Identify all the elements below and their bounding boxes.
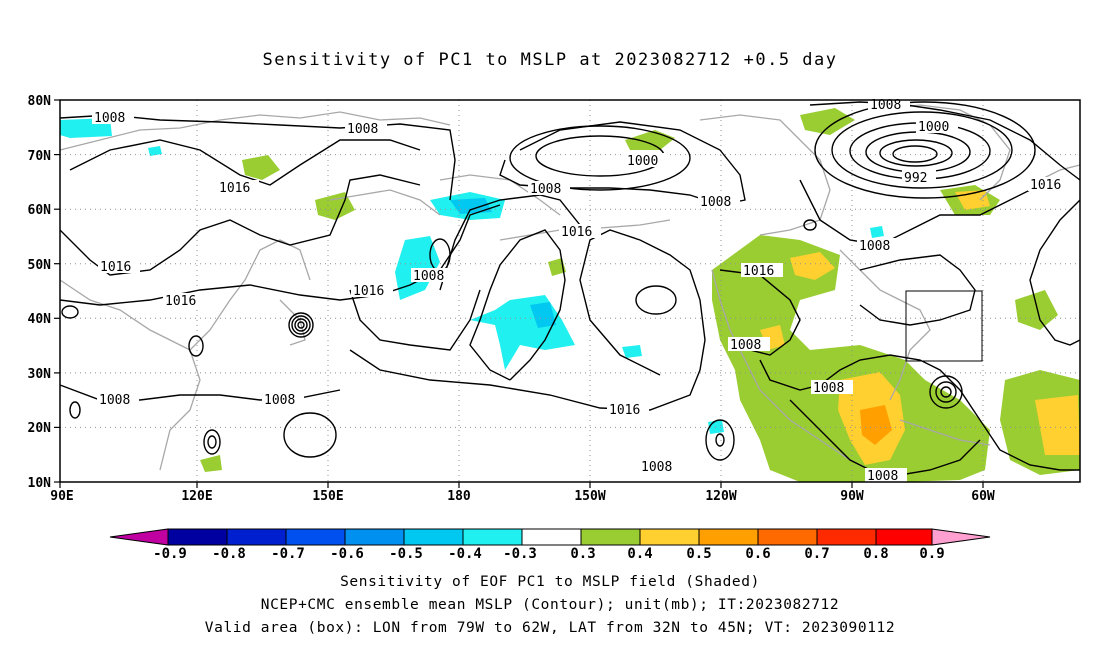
lon-label: 150E xyxy=(312,489,343,504)
lat-label: 50N xyxy=(28,258,52,273)
shade-neg-8 xyxy=(622,345,642,358)
contour-label: 1008 xyxy=(870,98,901,113)
valid-area-box xyxy=(905,290,983,362)
shade-neg-4 xyxy=(530,302,556,328)
contour-label: 1008 xyxy=(867,469,898,484)
colorbar-label: -0.4 xyxy=(448,546,482,562)
colorbar-low-arrow xyxy=(109,528,169,546)
contour-label: 1008 xyxy=(264,393,295,408)
caption-contour: NCEP+CMC ensemble mean MSLP (Contour); u… xyxy=(260,597,840,613)
contour-label: 1016 xyxy=(100,260,131,275)
lon-labels: 90E 120E 150E 180 150W 120W 90W 60W xyxy=(50,489,995,504)
lon-label: 90W xyxy=(840,489,864,504)
colorbar-swatch xyxy=(403,528,464,546)
colorbar-swatch xyxy=(698,528,759,546)
colorbar-swatch xyxy=(344,528,405,546)
contour-label: 1000 xyxy=(918,120,949,135)
contour-label: 1008 xyxy=(700,195,731,210)
lat-label: 80N xyxy=(28,94,52,109)
colorbar-swatch xyxy=(875,528,933,546)
contour-label: 1016 xyxy=(609,403,640,418)
colorbar-label: 0.6 xyxy=(745,546,770,562)
contour-label: 1008 xyxy=(413,269,444,284)
shade-atlantic-north xyxy=(1015,290,1058,330)
contour-label: 1016 xyxy=(165,294,196,309)
colorbar-label: -0.5 xyxy=(389,546,423,562)
contour-label: 1008 xyxy=(641,460,672,475)
shade-neg-7 xyxy=(148,146,162,156)
shade-taiwan xyxy=(200,455,222,472)
shade-orange-4 xyxy=(1035,395,1080,455)
lat-label: 60N xyxy=(28,203,52,218)
lat-label: 20N xyxy=(28,421,52,436)
colorbar-swatch xyxy=(757,528,818,546)
colorbar-swatch xyxy=(521,528,582,546)
colorbar-swatch xyxy=(462,528,523,546)
lat-label: 70N xyxy=(28,149,52,164)
shade-arctic xyxy=(800,108,855,135)
positive-shading xyxy=(200,108,1080,482)
colorbar-swatch xyxy=(816,528,877,546)
contour-label: 1008 xyxy=(94,111,125,126)
contour-label: 1016 xyxy=(561,225,592,240)
lon-label: 90E xyxy=(50,489,73,504)
shade-orange-6 xyxy=(860,405,892,445)
colorbar-swatch xyxy=(226,528,287,546)
map-frame xyxy=(59,99,1081,483)
contour-label: 1008 xyxy=(530,182,561,197)
colorbar-swatch xyxy=(580,528,641,546)
contour-label: 1008 xyxy=(813,381,844,396)
contour-labels: 1008 1008 1016 1000 1008 1008 992 1000 1… xyxy=(92,97,1070,484)
colorbar-swatch xyxy=(285,528,346,546)
colorbar-high-arrow xyxy=(931,528,991,546)
contour-label: 1016 xyxy=(743,264,774,279)
colorbar-label: -0.3 xyxy=(503,546,537,562)
shade-na-west xyxy=(712,235,990,482)
lon-label: 180 xyxy=(447,489,471,504)
colorbar-label: 0.8 xyxy=(863,546,888,562)
colorbar-label: -0.7 xyxy=(271,546,305,562)
shade-neg-10 xyxy=(870,226,884,238)
shade-neg-5 xyxy=(450,198,492,214)
axis-ticks xyxy=(54,99,984,488)
colorbar-label: 0.7 xyxy=(804,546,829,562)
lon-label: 60W xyxy=(971,489,995,504)
lat-label: 30N xyxy=(28,367,52,382)
lon-label: 150W xyxy=(574,489,605,504)
colorbar-label: -0.6 xyxy=(330,546,364,562)
colorbar-labels: -0.9 -0.8 -0.7 -0.6 -0.5 -0.4 -0.3 0.3 0… xyxy=(153,546,945,562)
figure-title: Sensitivity of PC1 to MSLP at 2023082712… xyxy=(262,50,838,70)
colorbar-label: -0.8 xyxy=(212,546,246,562)
colorbar-swatch xyxy=(639,528,700,546)
lat-label: 10N xyxy=(28,476,52,491)
colorbar-label: 0.5 xyxy=(686,546,711,562)
colorbar-label: 0.9 xyxy=(919,546,944,562)
shade-siberia xyxy=(242,155,280,180)
shade-orange-2 xyxy=(790,252,835,280)
graticule xyxy=(60,100,1080,482)
contour-label: 1008 xyxy=(859,239,890,254)
lon-label: 120E xyxy=(181,489,212,504)
colorbar xyxy=(109,528,991,546)
caption-valid-area: Valid area (box): LON from 79W to 62W, L… xyxy=(204,620,896,636)
contour-label: 1008 xyxy=(347,122,378,137)
colorbar-label: -0.9 xyxy=(153,546,187,562)
contour-label: 1016 xyxy=(219,181,250,196)
lat-labels: 80N 70N 60N 50N 40N 30N 20N 10N xyxy=(28,94,52,491)
caption-shading: Sensitivity of EOF PC1 to MSLP field (Sh… xyxy=(340,574,760,590)
lat-label: 40N xyxy=(28,312,52,327)
colorbar-swatch xyxy=(167,528,228,546)
colorbar-label: 0.4 xyxy=(627,546,652,562)
contour-label: 1016 xyxy=(1030,178,1061,193)
contour-label: 1008 xyxy=(730,338,761,353)
contour-label: 1000 xyxy=(627,154,658,169)
contour-label: 992 xyxy=(904,171,927,186)
colorbar-label: 0.3 xyxy=(570,546,595,562)
lon-label: 120W xyxy=(705,489,736,504)
contour-label: 1008 xyxy=(99,393,130,408)
contour-label: 1016 xyxy=(353,284,384,299)
